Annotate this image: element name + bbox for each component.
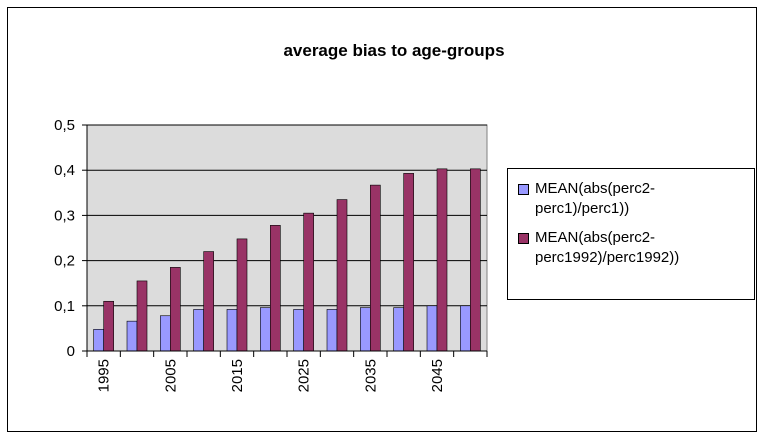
y-tick-label: 0 [67, 343, 75, 360]
bar [360, 307, 371, 352]
legend-entry: MEAN(abs(perc2-perc1992)/perc1992)) [518, 228, 748, 268]
bar [370, 184, 381, 352]
legend-label: MEAN(abs(perc2-perc1992)/perc1992)) [535, 229, 680, 266]
x-tick-label: 2005 [162, 359, 179, 392]
legend-swatch [518, 233, 529, 244]
legend-swatch [518, 184, 529, 195]
y-tick-label: 0,2 [54, 253, 75, 270]
bar [93, 329, 104, 352]
bar [136, 280, 148, 352]
bar [293, 309, 304, 352]
bar [436, 168, 448, 352]
bar [303, 212, 314, 352]
bar [426, 305, 438, 352]
x-tick-label: 1995 [96, 359, 113, 392]
x-tick-label: 2015 [229, 359, 246, 392]
bar [193, 309, 204, 352]
bar [126, 320, 138, 352]
bar [470, 168, 481, 352]
bar [460, 305, 471, 352]
bar [203, 251, 214, 352]
bar [103, 300, 114, 352]
bar [326, 309, 338, 352]
y-tick-label: 0,4 [54, 162, 75, 179]
bar [336, 199, 348, 352]
y-tick-label: 0,3 [54, 207, 75, 224]
bar [403, 173, 414, 352]
x-tick-label: 2025 [296, 359, 313, 392]
bar [393, 307, 404, 352]
x-tick-label: 2035 [362, 359, 379, 392]
bar [160, 315, 171, 352]
y-tick-label: 0,1 [54, 298, 75, 315]
y-tick-label: 0,5 [54, 117, 75, 134]
bar [270, 225, 281, 352]
bar [170, 267, 181, 352]
chart-title: average bias to age-groups [283, 41, 504, 60]
legend: MEAN(abs(perc2-perc1)/perc1)) MEAN(abs(pe… [507, 168, 755, 300]
legend-label: MEAN(abs(perc2-perc1)/perc1)) [535, 180, 656, 217]
bar [260, 307, 271, 352]
plot-area [86, 124, 488, 352]
bar [226, 309, 238, 352]
legend-entry: MEAN(abs(perc2-perc1)/perc1)) [518, 179, 748, 219]
bar [236, 238, 248, 352]
x-tick-label: 2045 [429, 359, 446, 392]
